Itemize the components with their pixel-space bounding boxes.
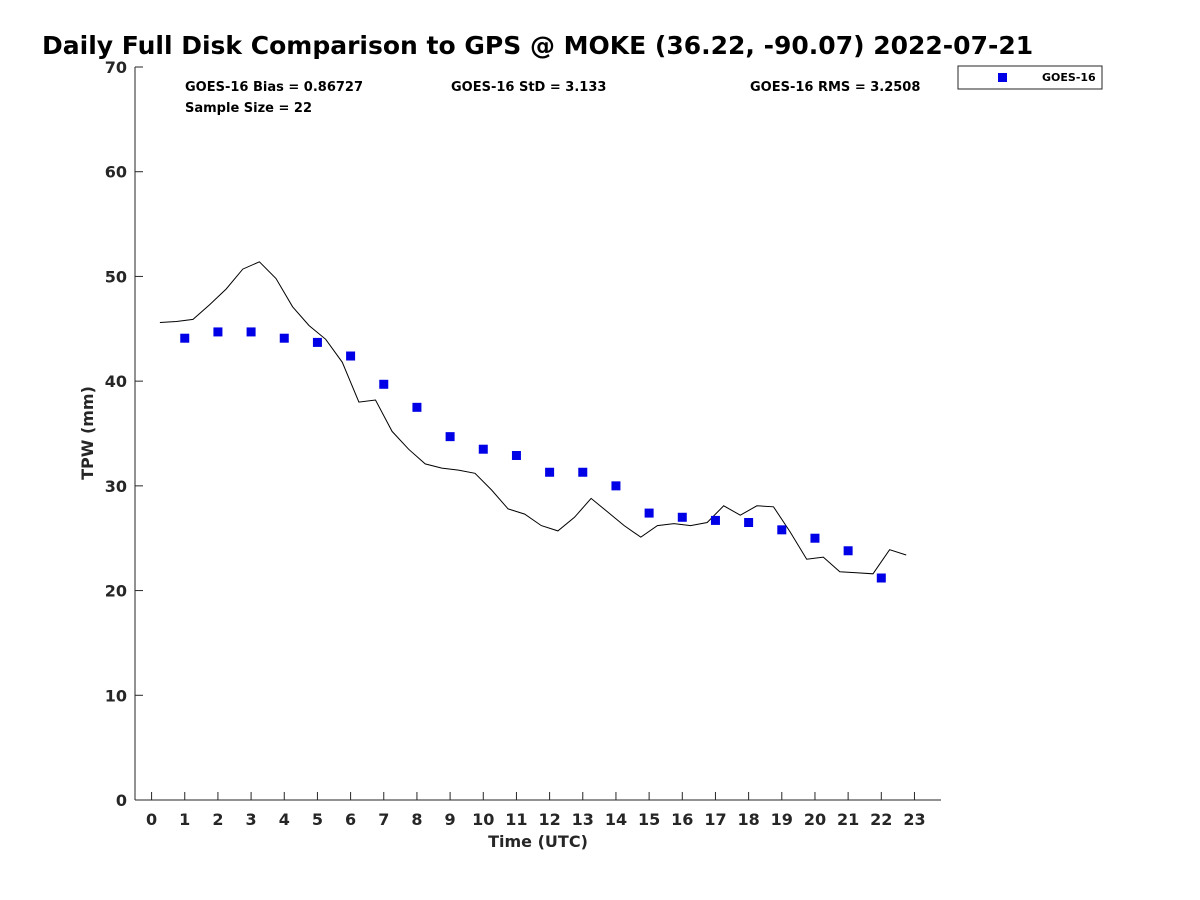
y-tick-label: 30: [105, 477, 127, 496]
x-tick-label: 10: [472, 810, 494, 829]
legend-marker-goes16: [998, 73, 1007, 82]
goes16-point: [412, 402, 422, 412]
goes16-point: [213, 327, 223, 337]
x-axis-ticks: 0 1 2 3 4 5 6 7 8 9 10 11 12 13 14 15 16 17 18 19 20 21 22 23: [146, 792, 926, 829]
legend-label-goes16: GOES-16: [1042, 71, 1096, 84]
y-tick-label: 70: [105, 58, 127, 77]
y-tick-label: 20: [105, 582, 127, 601]
chart-title: Daily Full Disk Comparison to GPS @ MOKE…: [42, 31, 1033, 60]
x-tick-label: 0: [146, 810, 157, 829]
x-tick-label: 17: [704, 810, 726, 829]
gps-tpw-line: [159, 261, 907, 575]
legend-box: [957, 65, 1103, 90]
line-series-group: [159, 261, 907, 575]
y-axis-ticks: 0 10 20 30 40 50 60 70: [105, 58, 143, 810]
axes: [134, 67, 941, 801]
x-tick-label: 5: [312, 810, 323, 829]
goes16-point: [677, 512, 687, 522]
goes16-point: [312, 337, 322, 347]
x-axis-label: Time (UTC): [488, 832, 588, 851]
goes16-point: [611, 481, 621, 491]
x-tick-label: 15: [638, 810, 660, 829]
goes16-point: [279, 333, 289, 343]
goes16-point: [379, 379, 389, 389]
x-tick-label: 22: [870, 810, 892, 829]
x-tick-label: 18: [737, 810, 759, 829]
y-axis-label: TPW (mm): [78, 386, 97, 480]
goes16-point: [710, 515, 720, 525]
x-tick-label: 19: [771, 810, 793, 829]
goes16-point: [777, 525, 787, 535]
y-tick-label: 50: [105, 267, 127, 286]
goes16-point: [876, 573, 886, 583]
x-tick-label: 7: [378, 810, 389, 829]
goes16-point: [180, 333, 190, 343]
x-tick-label: 23: [903, 810, 925, 829]
legend: GOES-16: [957, 65, 1103, 90]
goes16-point: [644, 508, 654, 518]
y-tick-label: 0: [116, 791, 127, 810]
x-tick-label: 8: [411, 810, 422, 829]
x-tick-label: 12: [538, 810, 560, 829]
x-tick-label: 13: [572, 810, 594, 829]
goes16-point: [246, 327, 256, 337]
x-tick-label: 2: [212, 810, 223, 829]
x-tick-label: 6: [345, 810, 356, 829]
y-tick-label: 10: [105, 686, 127, 705]
goes16-point: [445, 432, 455, 442]
x-tick-label: 1: [179, 810, 190, 829]
y-tick-label: 40: [105, 372, 127, 391]
goes16-point: [478, 444, 488, 454]
goes16-point: [545, 467, 555, 477]
goes16-point: [744, 518, 754, 528]
x-tick-label: 16: [671, 810, 693, 829]
stat-sample-size: Sample Size = 22: [185, 101, 312, 116]
goes16-point: [843, 546, 853, 556]
stat-bias: GOES-16 Bias = 0.86727: [185, 80, 363, 95]
stat-rms: GOES-16 RMS = 3.2508: [750, 80, 920, 95]
goes16-point: [346, 351, 356, 361]
x-tick-label: 20: [804, 810, 826, 829]
x-tick-label: 11: [505, 810, 527, 829]
x-tick-label: 14: [605, 810, 627, 829]
x-tick-label: 9: [445, 810, 456, 829]
stat-std: GOES-16 StD = 3.133: [451, 80, 606, 95]
x-tick-label: 21: [837, 810, 859, 829]
goes16-point: [810, 533, 820, 543]
y-tick-label: 60: [105, 163, 127, 182]
x-tick-label: 4: [279, 810, 290, 829]
goes16-point: [511, 450, 521, 460]
goes16-points-group: [180, 327, 886, 583]
x-tick-label: 3: [246, 810, 257, 829]
goes16-point: [578, 467, 588, 477]
